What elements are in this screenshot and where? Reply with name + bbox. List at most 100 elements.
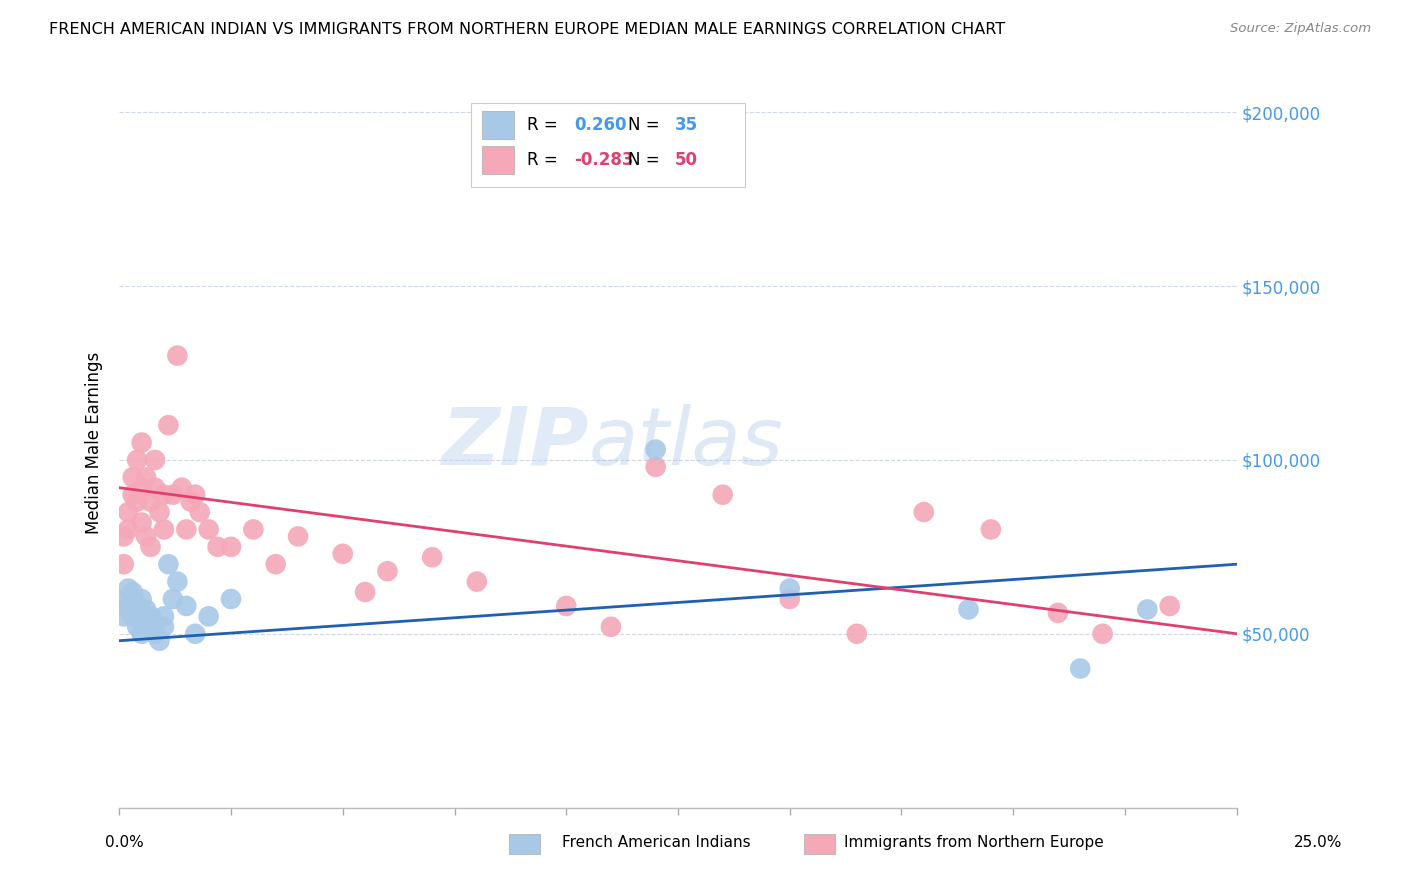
- Point: [1159, 599, 1181, 613]
- Point: [139, 620, 162, 634]
- Point: [127, 599, 149, 613]
- Point: [121, 592, 143, 607]
- Text: 0.0%: 0.0%: [105, 836, 145, 850]
- Y-axis label: Median Male Earnings: Median Male Earnings: [86, 351, 103, 533]
- Point: [166, 574, 188, 589]
- Point: [121, 470, 143, 484]
- Point: [332, 547, 354, 561]
- Point: [131, 626, 153, 640]
- Point: [131, 481, 153, 495]
- Point: [153, 523, 176, 537]
- Point: [135, 529, 157, 543]
- Point: [121, 609, 143, 624]
- Point: [131, 613, 153, 627]
- Point: [1069, 661, 1091, 675]
- Point: [912, 505, 935, 519]
- Text: French American Indians: French American Indians: [562, 836, 751, 850]
- Point: [135, 616, 157, 631]
- Point: [188, 505, 211, 519]
- Point: [112, 592, 135, 607]
- Text: 50: 50: [675, 151, 697, 169]
- Point: [354, 585, 377, 599]
- Point: [139, 609, 162, 624]
- Point: [465, 574, 488, 589]
- Point: [112, 529, 135, 543]
- Point: [153, 620, 176, 634]
- Point: [148, 633, 170, 648]
- Point: [139, 540, 162, 554]
- Point: [184, 626, 207, 640]
- Point: [219, 540, 242, 554]
- Point: [1091, 626, 1114, 640]
- Point: [117, 505, 139, 519]
- Text: FRENCH AMERICAN INDIAN VS IMMIGRANTS FROM NORTHERN EUROPE MEDIAN MALE EARNINGS C: FRENCH AMERICAN INDIAN VS IMMIGRANTS FRO…: [49, 22, 1005, 37]
- Text: Source: ZipAtlas.com: Source: ZipAtlas.com: [1230, 22, 1371, 36]
- Point: [162, 488, 184, 502]
- Point: [176, 599, 198, 613]
- Point: [287, 529, 309, 543]
- Point: [121, 585, 143, 599]
- Text: 0.260: 0.260: [574, 116, 627, 134]
- Text: ZIP: ZIP: [441, 403, 589, 482]
- Point: [1136, 602, 1159, 616]
- Text: 35: 35: [675, 116, 697, 134]
- Point: [117, 582, 139, 596]
- Point: [197, 523, 219, 537]
- Point: [148, 505, 170, 519]
- Point: [180, 494, 202, 508]
- Point: [127, 494, 149, 508]
- Point: [117, 602, 139, 616]
- Point: [711, 488, 734, 502]
- Point: [112, 558, 135, 572]
- Text: R =: R =: [527, 116, 564, 134]
- Point: [170, 481, 193, 495]
- Point: [143, 453, 166, 467]
- Bar: [471, 103, 745, 187]
- Point: [555, 599, 578, 613]
- Bar: [482, 111, 513, 139]
- Point: [117, 523, 139, 537]
- Text: 25.0%: 25.0%: [1295, 836, 1343, 850]
- Point: [153, 488, 176, 502]
- Point: [600, 620, 623, 634]
- Text: Immigrants from Northern Europe: Immigrants from Northern Europe: [844, 836, 1104, 850]
- Point: [184, 488, 207, 502]
- Bar: [482, 146, 513, 174]
- Point: [1046, 606, 1069, 620]
- Point: [112, 609, 135, 624]
- Point: [157, 558, 180, 572]
- Point: [166, 349, 188, 363]
- Text: N =: N =: [627, 116, 665, 134]
- Point: [197, 609, 219, 624]
- Point: [143, 626, 166, 640]
- Text: atlas: atlas: [589, 403, 783, 482]
- Point: [845, 626, 868, 640]
- Point: [176, 523, 198, 537]
- Point: [957, 602, 980, 616]
- Point: [157, 418, 180, 433]
- Point: [207, 540, 229, 554]
- Point: [127, 620, 149, 634]
- Point: [143, 616, 166, 631]
- Point: [153, 609, 176, 624]
- Point: [121, 488, 143, 502]
- Text: R =: R =: [527, 151, 564, 169]
- Text: N =: N =: [627, 151, 665, 169]
- Point: [377, 564, 399, 578]
- Point: [143, 481, 166, 495]
- Point: [420, 550, 443, 565]
- Point: [644, 442, 666, 457]
- Point: [127, 606, 149, 620]
- Point: [139, 494, 162, 508]
- Point: [980, 523, 1002, 537]
- Point: [779, 582, 801, 596]
- Point: [644, 459, 666, 474]
- Point: [242, 523, 264, 537]
- Point: [219, 592, 242, 607]
- Text: -0.283: -0.283: [574, 151, 634, 169]
- Point: [117, 599, 139, 613]
- Point: [131, 592, 153, 607]
- Point: [162, 592, 184, 607]
- Point: [127, 453, 149, 467]
- Point: [264, 558, 287, 572]
